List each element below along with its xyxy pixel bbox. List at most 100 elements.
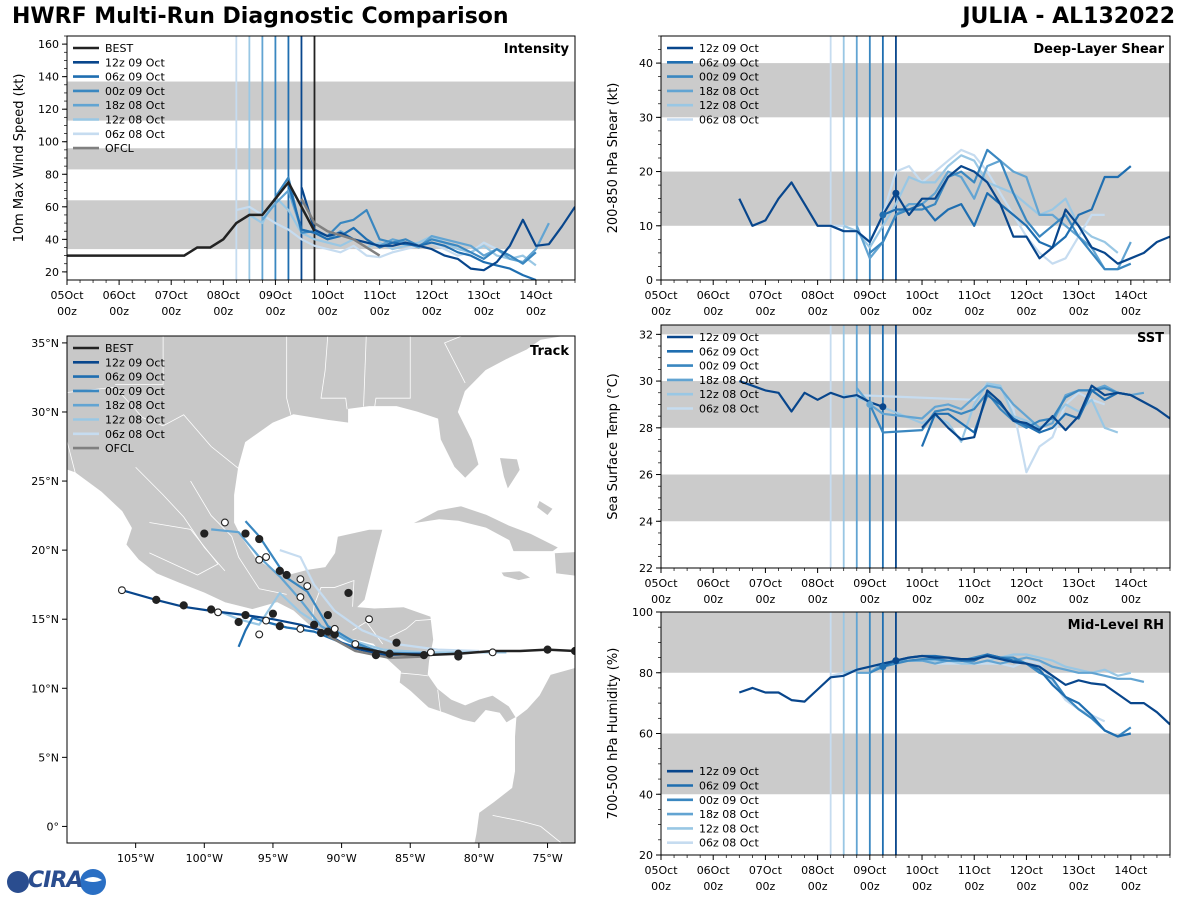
x-tick-label: 11Oct (958, 864, 992, 877)
lon-tick-label: 100°W (186, 852, 223, 865)
y-tick-label: 22 (639, 562, 653, 575)
track-point-filled (152, 595, 161, 604)
jamaica-land (500, 570, 533, 581)
lon-tick-label: 90°W (326, 852, 356, 865)
x-tick-label: 12Oct (1010, 864, 1044, 877)
ofcl-line (300, 198, 381, 257)
series-line (882, 165, 1132, 249)
x-tick-sublabel: 00z (1121, 880, 1141, 893)
track-point-open (255, 630, 264, 639)
track-point-filled (200, 529, 209, 538)
legend-label: 18z 08 Oct (105, 99, 165, 112)
x-tick-sublabel: 00z (964, 880, 984, 893)
x-tick-sublabel: 00z (213, 305, 233, 318)
track-point-open (214, 608, 222, 617)
state-border (115, 336, 164, 385)
lat-tick-label: 20°N (31, 544, 59, 557)
logo-text: CIRA (28, 868, 83, 893)
baja-land (67, 439, 76, 474)
threshold-band (661, 733, 1170, 795)
series-line (738, 380, 884, 413)
panel-title: Intensity (504, 42, 570, 57)
panel-title: Mid-Level RH (1068, 618, 1164, 633)
south-am-border (492, 814, 562, 843)
lat-tick-label: 10°N (31, 682, 59, 695)
x-tick-sublabel: 00z (1121, 593, 1141, 606)
legend-label: BEST (105, 42, 133, 55)
legend-label: 00z 09 Oct (105, 385, 165, 398)
x-tick-label: 12Oct (1010, 577, 1044, 590)
south-america-land (473, 667, 575, 843)
x-tick-label: 08Oct (801, 289, 835, 302)
track-point-filled (275, 622, 284, 631)
track-point-open (262, 553, 271, 561)
track-point-open (365, 615, 374, 624)
x-tick-label: 12Oct (415, 289, 449, 302)
y-tick-label: 20 (639, 166, 653, 179)
state-border (444, 336, 466, 384)
y-tick-label: 40 (639, 788, 653, 801)
x-tick-label: 09Oct (853, 289, 887, 302)
track-point-filled (385, 649, 394, 658)
cira-logo: CIRA (4, 866, 108, 898)
lat-tick-label: 0° (47, 820, 60, 833)
x-tick-label: 06Oct (697, 289, 731, 302)
track-point-filled (454, 652, 463, 661)
x-tick-sublabel: 00z (109, 305, 129, 318)
legend-label: 06z 09 Oct (699, 56, 759, 69)
track-point-open (351, 640, 360, 649)
y-axis-label: Sea Surface Temp (°C) (606, 373, 621, 520)
legend-label: 00z 09 Oct (699, 360, 759, 373)
lon-tick-label: 75°W (532, 852, 562, 865)
track-point-open (296, 593, 305, 602)
x-tick-sublabel: 00z (1017, 880, 1037, 893)
figure-title: HWRF Multi-Run Diagnostic Comparison (12, 4, 509, 29)
y-tick-label: 120 (38, 103, 59, 116)
x-tick-sublabel: 00z (474, 305, 494, 318)
y-tick-label: 80 (639, 667, 653, 680)
x-tick-sublabel: 00z (266, 305, 286, 318)
y-axis-label: 10m Max Wind Speed (kt) (12, 74, 27, 243)
legend-label: OFCL (105, 442, 135, 455)
x-tick-label: 13Oct (1062, 289, 1096, 302)
track-point-filled (419, 651, 429, 660)
track-point-filled (241, 610, 250, 620)
y-tick-label: 30 (639, 375, 653, 388)
y-tick-label: 100 (38, 136, 59, 149)
track-point-open (330, 624, 339, 633)
track-point-filled (344, 588, 353, 598)
x-tick-sublabel: 00z (1069, 593, 1089, 606)
x-tick-sublabel: 00z (808, 593, 828, 606)
y-tick-label: 0 (646, 274, 653, 287)
y-tick-label: 24 (639, 515, 653, 528)
y-tick-label: 10 (639, 220, 653, 233)
legend-label: 00z 09 Oct (699, 71, 759, 84)
y-tick-label: 80 (45, 168, 59, 181)
lon-tick-label: 85°W (395, 852, 425, 865)
track-point-open (488, 648, 497, 657)
logo-globe-icon (7, 869, 106, 895)
track-point-filled (207, 605, 216, 614)
track-point-filled (179, 601, 188, 610)
x-tick-label: 05Oct (644, 864, 678, 877)
init-point-marker (892, 657, 900, 665)
series-line (843, 382, 1119, 443)
legend-label: 06z 09 Oct (699, 780, 759, 793)
track-point-filled (241, 529, 250, 538)
track-point-open (296, 575, 305, 584)
series-line (921, 384, 1170, 441)
x-tick-label: 11Oct (363, 289, 397, 302)
series-line (843, 154, 1119, 254)
x-tick-sublabel: 00z (161, 305, 181, 318)
y-tick-label: 160 (38, 38, 59, 51)
mexico-state-border (149, 522, 219, 576)
y-tick-label: 60 (45, 201, 59, 214)
threshold-band (661, 63, 1170, 118)
x-tick-sublabel: 00z (1069, 880, 1089, 893)
x-tick-label: 06Oct (697, 577, 731, 590)
x-tick-label: 09Oct (853, 864, 887, 877)
x-tick-sublabel: 00z (860, 305, 880, 318)
track-point-open (262, 616, 271, 625)
y-tick-label: 100 (632, 606, 653, 619)
